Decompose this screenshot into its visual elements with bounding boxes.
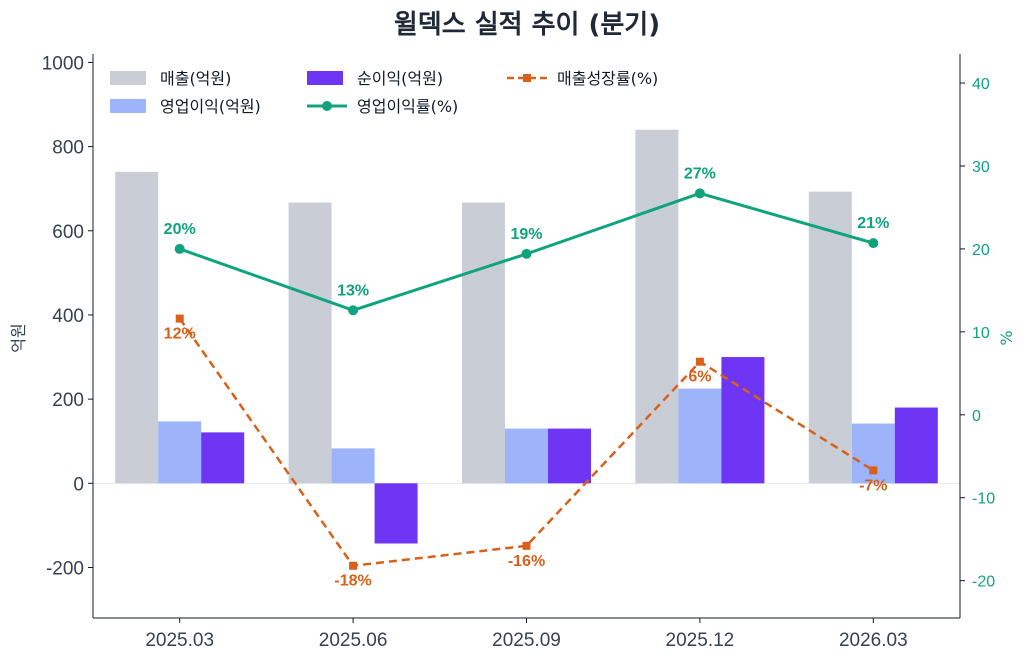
marker-op_margin-4: [868, 238, 879, 249]
bar-revenue-0: [115, 171, 159, 484]
legend: 매출(억원) 영업이익(억원) 순이익(억원) 영업이익률(%) 매출성장률(%): [110, 69, 658, 116]
y-tick-label-0: -200: [46, 558, 84, 579]
legend-marker-op_margin: [322, 101, 332, 111]
y2-tick-label-4: 20: [972, 242, 990, 259]
y-tick-label-5: 800: [52, 138, 84, 159]
data-label-growth-1: -18%: [334, 573, 371, 590]
y-tick-label-2: 200: [52, 390, 84, 411]
marker-growth-4: [869, 466, 878, 475]
legend-label-net_income: 순이익(억원): [357, 69, 443, 88]
x-tick-label-4: 2026.03: [839, 630, 908, 651]
bar-revenue-2: [462, 202, 505, 484]
marker-op_margin-2: [521, 248, 532, 259]
x-tick-label-2: 2025.09: [492, 630, 561, 651]
bar-op_income-1: [331, 448, 375, 484]
marker-op_margin-0: [174, 243, 185, 254]
bar-revenue-3: [635, 129, 679, 484]
x-tick-label-3: 2025.12: [666, 630, 735, 651]
plot-area: 20%13%19%27%21%12%-18%-16%6%-7%-20002004…: [42, 53, 996, 651]
data-label-growth-3: 6%: [688, 369, 711, 386]
data-label-growth-4: -7%: [859, 477, 887, 494]
y2-tick-label-2: 0: [972, 408, 981, 425]
x-tick-label-0: 2025.03: [145, 630, 214, 651]
legend-label-revenue: 매출(억원): [160, 69, 231, 88]
y2-tick-label-1: -10: [972, 491, 995, 508]
data-label-op_margin-3: 27%: [684, 165, 716, 182]
marker-growth-1: [349, 561, 358, 570]
legend-marker-growth: [523, 74, 531, 82]
y-axis-label: 억원: [9, 323, 28, 352]
data-label-op_margin-0: 20%: [164, 221, 196, 238]
bar-revenue-1: [288, 202, 332, 484]
bar-net_income-0: [201, 432, 245, 484]
y2-tick-label-6: 40: [972, 76, 990, 93]
marker-op_margin-1: [348, 305, 359, 316]
y2-tick-label-3: 10: [972, 325, 990, 342]
bar-net_income-3: [721, 357, 765, 484]
marker-op_margin-3: [694, 188, 705, 199]
bar-op_income-0: [158, 421, 202, 484]
bar-net_income-1: [374, 483, 418, 544]
bar-net_income-4: [894, 407, 938, 484]
marker-growth-2: [522, 541, 531, 550]
y2-axis-label: %: [997, 330, 1016, 345]
legend-swatch-revenue: [110, 71, 146, 85]
bar-net_income-2: [548, 428, 591, 484]
marker-growth-0: [175, 314, 184, 323]
chart-title: 윌덱스 실적 추이 (분기): [394, 10, 660, 40]
marker-growth-3: [695, 357, 704, 366]
data-label-op_margin-2: 19%: [510, 226, 542, 243]
data-label-op_margin-4: 21%: [857, 215, 889, 232]
legend-swatch-op_income: [110, 99, 146, 113]
y2-tick-label-0: -20: [972, 574, 995, 591]
bar-op_income-2: [505, 428, 548, 484]
line-growth: [178, 317, 874, 568]
x-tick-label-1: 2025.06: [319, 630, 388, 651]
y-tick-label-4: 600: [52, 222, 84, 243]
legend-swatch-net_income: [307, 71, 343, 85]
y2-tick-label-5: 30: [972, 159, 990, 176]
data-label-growth-0: 12%: [164, 326, 196, 343]
bar-revenue-4: [808, 191, 852, 484]
data-label-op_margin-1: 13%: [337, 282, 369, 299]
legend-label-growth: 매출성장률(%): [557, 69, 658, 88]
y-tick-label-6: 1000: [42, 53, 84, 74]
y-tick-label-3: 400: [52, 306, 84, 327]
bar-op_income-3: [678, 388, 722, 484]
y-tick-label-1: 0: [73, 474, 84, 495]
legend-label-op_margin: 영업이익률(%): [357, 97, 458, 116]
legend-label-op_income: 영업이익(억원): [160, 97, 261, 116]
data-label-growth-2: -16%: [508, 553, 545, 570]
